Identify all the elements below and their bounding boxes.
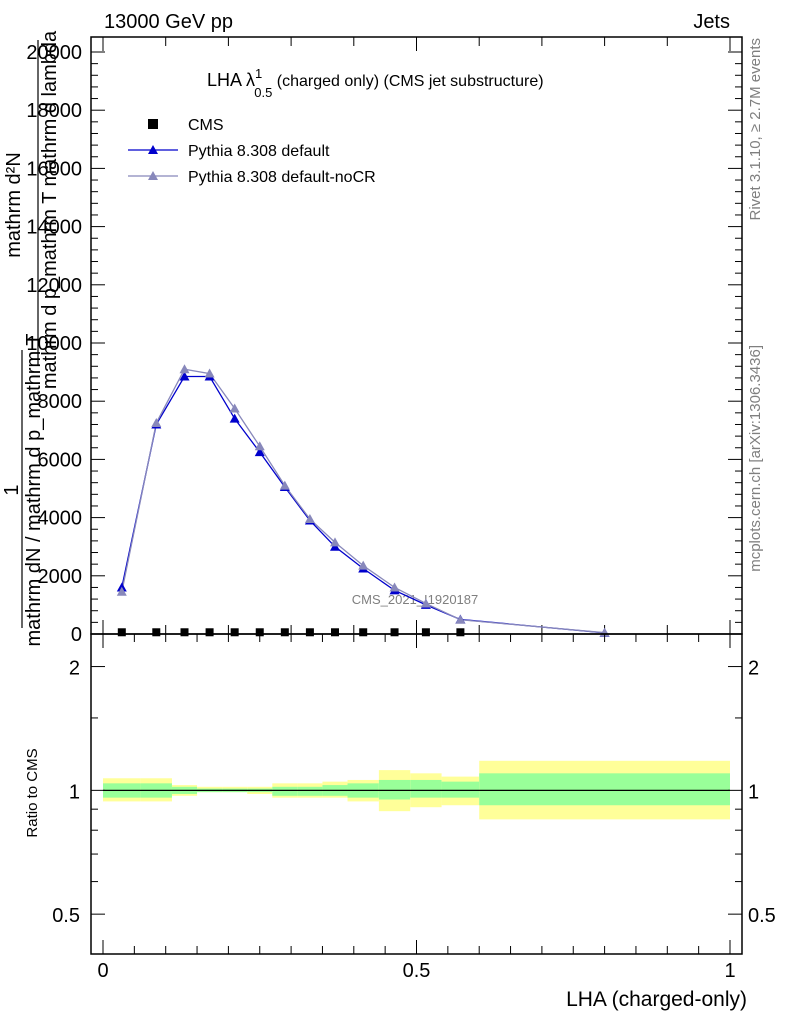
cms-data-point <box>305 628 314 637</box>
series-1-point <box>229 413 240 423</box>
main-ytick-label: 14000 <box>26 217 82 239</box>
main-ylabel: mathrm d²N mathrm d p_mathrm T mathrm d … <box>1 30 61 647</box>
series-2-point <box>329 537 340 547</box>
cms-data-point <box>390 628 399 637</box>
main-axis-ticks: 0 2000 4000 6000 8000 10000 12000 14000 16000 180… <box>26 37 742 646</box>
cms-data-point <box>117 628 126 637</box>
ratio-ytick-label-right: 0.5 <box>748 905 776 927</box>
ratio-ytick-label-right: 1 <box>748 781 759 803</box>
main-ytick-label: 16000 <box>26 158 82 180</box>
series-2-point <box>358 560 369 570</box>
main-ytick-label: 6000 <box>38 449 83 471</box>
main-ytick-label: 2000 <box>38 566 83 588</box>
main-ytick-label: 12000 <box>26 275 82 297</box>
series-2-point <box>229 403 240 413</box>
series-1-point <box>179 371 190 381</box>
series-line-1 <box>121 375 605 634</box>
legend-marker-2 <box>148 171 158 180</box>
ratio-stat-band <box>297 786 323 796</box>
series-2-point <box>204 368 215 378</box>
main-ytick-label: 18000 <box>26 100 82 122</box>
series-line-2 <box>121 368 605 634</box>
legend-label-0: CMS <box>188 117 224 134</box>
ratio-xtick-label: 0.5 <box>403 960 431 982</box>
series-2-point <box>455 614 466 624</box>
ratio-ylabel: Ratio to CMS <box>24 748 41 837</box>
cms-data-point <box>359 628 368 637</box>
cms-data-point <box>280 628 289 637</box>
ratio-xtick-label: 0 <box>97 960 108 982</box>
series-1-point <box>254 447 265 457</box>
ylabel-prefix-numerator: 1 <box>1 484 23 495</box>
rivet-version-label: Rivet 3.1.10, ≥ 2.7M events <box>747 38 764 221</box>
ratio-ytick-label: 1 <box>69 781 80 803</box>
legend-marker-cms <box>148 119 158 129</box>
ratio-plot-frame <box>90 633 743 955</box>
series-2-point <box>179 364 190 374</box>
series-2-point <box>279 480 290 490</box>
series-2-point <box>116 586 127 596</box>
main-ytick-label: 10000 <box>26 333 82 355</box>
legend: CMS Pythia 8.308 default Pythia 8.308 defa… <box>128 117 376 186</box>
ratio-ytick-label: 0.5 <box>52 905 80 927</box>
x-axis-label: LHA (charged-only) <box>566 988 747 1011</box>
ratio-axis-ticks: 0.5 0.5 1 1 2 2 0 0.5 1 <box>52 634 776 982</box>
cms-data-point <box>330 628 339 637</box>
legend-marker-1 <box>148 145 158 154</box>
ylabel-upper-denominator: mathrm d p_mathrm T mathrm d lambda <box>39 30 61 389</box>
main-series-layer <box>116 364 610 637</box>
main-ytick-label: 4000 <box>38 508 83 530</box>
cms-data-point <box>205 628 214 637</box>
ratio-stat-band <box>441 781 480 798</box>
ratio-ytick-label: 2 <box>69 658 80 680</box>
series-2-point <box>389 582 400 592</box>
main-ytick-label: 20000 <box>26 42 82 64</box>
cms-data-point <box>456 628 465 637</box>
legend-label-2: Pythia 8.308 default-noCR <box>188 169 376 186</box>
ratio-uncertainty-bands <box>103 760 730 820</box>
header-category: Jets <box>693 11 730 33</box>
ratio-stat-band <box>410 779 442 798</box>
cms-data-point <box>180 628 189 637</box>
ylabel-prefix-denominator: mathrm dN / mathrm d p_mathrm T <box>23 333 45 646</box>
ratio-stat-band <box>272 786 298 796</box>
main-ytick-label: 0 <box>71 624 82 646</box>
ratio-ytick-label-right: 2 <box>748 658 759 680</box>
series-2-point <box>151 418 162 428</box>
cms-data-point <box>421 628 430 637</box>
ylabel-upper-numerator: mathrm d²N <box>3 152 25 258</box>
series-2-point <box>254 441 265 451</box>
mcplots-label: mcplots.cern.ch [arXiv:1306.3436] <box>747 345 764 572</box>
cms-data-point <box>230 628 239 637</box>
header-process: 13000 GeV pp <box>104 11 233 33</box>
ratio-stat-band <box>479 773 730 806</box>
ratio-stat-band <box>378 779 411 800</box>
cms-data-point <box>255 628 264 637</box>
main-title: LHA λ1 0.5 (charged only) (CMS jet substr… <box>207 66 544 100</box>
main-ytick-label: 8000 <box>38 391 83 413</box>
series-2-point <box>420 598 431 608</box>
ratio-xtick-label: 1 <box>724 960 735 982</box>
series-2-point <box>304 514 315 524</box>
cms-data-point <box>152 628 161 637</box>
legend-label-1: Pythia 8.308 default <box>188 143 330 160</box>
